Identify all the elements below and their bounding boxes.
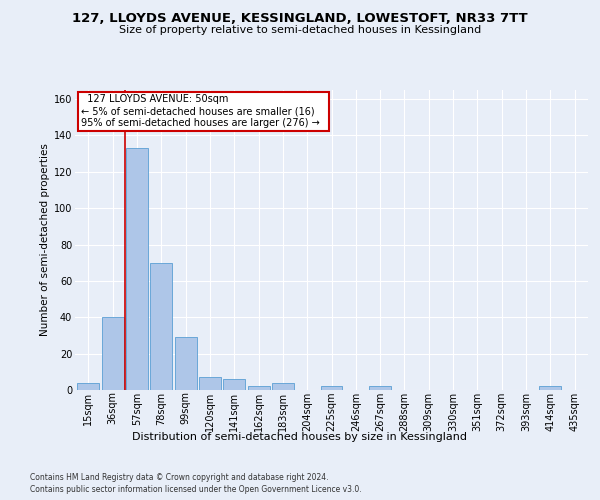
Bar <box>77 382 100 390</box>
Text: Distribution of semi-detached houses by size in Kessingland: Distribution of semi-detached houses by … <box>133 432 467 442</box>
Bar <box>320 386 343 390</box>
Bar <box>539 386 561 390</box>
Bar <box>151 262 172 390</box>
Text: Contains public sector information licensed under the Open Government Licence v3: Contains public sector information licen… <box>30 485 362 494</box>
Text: Contains HM Land Registry data © Crown copyright and database right 2024.: Contains HM Land Registry data © Crown c… <box>30 472 329 482</box>
Bar <box>175 338 197 390</box>
Bar <box>199 378 221 390</box>
Text: 127, LLOYDS AVENUE, KESSINGLAND, LOWESTOFT, NR33 7TT: 127, LLOYDS AVENUE, KESSINGLAND, LOWESTO… <box>72 12 528 26</box>
Bar <box>102 318 124 390</box>
Text: Size of property relative to semi-detached houses in Kessingland: Size of property relative to semi-detach… <box>119 25 481 35</box>
Bar <box>223 379 245 390</box>
Y-axis label: Number of semi-detached properties: Number of semi-detached properties <box>40 144 50 336</box>
Bar <box>369 386 391 390</box>
Bar <box>126 148 148 390</box>
Text: 127 LLOYDS AVENUE: 50sqm
← 5% of semi-detached houses are smaller (16)
95% of se: 127 LLOYDS AVENUE: 50sqm ← 5% of semi-de… <box>81 94 326 128</box>
Bar <box>248 386 269 390</box>
Bar <box>272 382 294 390</box>
